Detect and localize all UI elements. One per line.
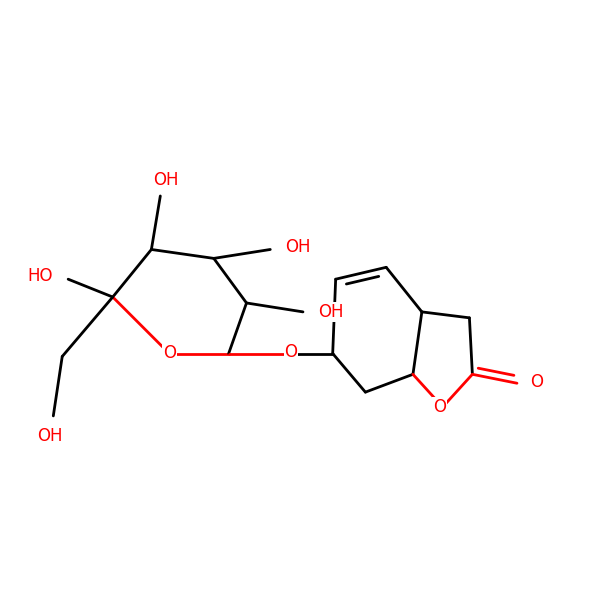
Text: OH: OH [154,171,179,189]
Text: O: O [433,398,446,416]
Text: O: O [530,373,543,391]
Text: OH: OH [38,427,63,445]
Text: OH: OH [285,238,311,256]
Text: HO: HO [28,267,53,285]
Text: O: O [284,343,298,361]
Text: O: O [163,344,176,362]
Text: OH: OH [318,303,343,321]
